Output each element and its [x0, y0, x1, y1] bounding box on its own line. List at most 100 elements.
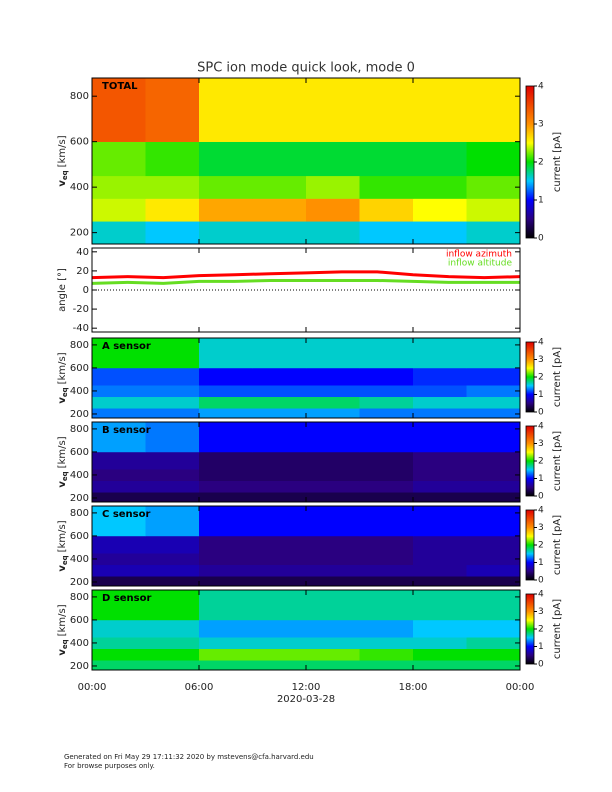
colorbar-tick-label: 3 — [538, 523, 544, 533]
heatmap-cell — [252, 367, 307, 386]
heatmap-cell — [199, 637, 253, 650]
panel-frame — [91, 77, 521, 245]
y-axis-label: veq [km/s] — [57, 352, 69, 403]
heatmap-cell — [306, 78, 360, 142]
panel-label: TOTAL — [102, 81, 138, 92]
colorbar-tick-label: 0 — [538, 576, 544, 586]
heatmap-cell — [199, 590, 253, 621]
heatmap-cell — [413, 637, 467, 650]
heatmap-cell — [199, 422, 253, 453]
heatmap-cell — [306, 564, 360, 577]
x-tick-label: 18:00 — [399, 682, 428, 693]
heatmap-cell — [92, 480, 146, 493]
heatmap-cell — [252, 422, 307, 453]
heatmap-cell — [252, 553, 307, 566]
panel-label: A sensor — [102, 341, 151, 352]
heatmap-cell — [145, 619, 200, 638]
footer-line: Generated on Fri May 29 17:11:32 2020 by… — [64, 753, 314, 761]
heatmap-cell — [92, 564, 146, 577]
heatmap-cell — [306, 408, 360, 419]
heatmap-cell — [199, 480, 253, 493]
heatmap-cell — [359, 564, 414, 577]
heatmap-cell — [466, 480, 521, 493]
colorbar-tick-label: 1 — [538, 642, 544, 652]
colorbar-tick-label: 1 — [538, 474, 544, 484]
x-tick-label: 00:00 — [506, 682, 535, 693]
heatmap-cell — [145, 338, 200, 369]
heatmap-cell — [466, 535, 521, 554]
heatmap-cell — [92, 408, 146, 419]
heatmap-cell — [145, 78, 200, 142]
colorbar-tick-label: 2 — [538, 457, 544, 467]
heatmap-cell — [466, 590, 521, 621]
y-tick-label: 40 — [76, 247, 89, 258]
x-tick-label: 12:00 — [292, 682, 321, 693]
y-tick-label: 600 — [70, 363, 89, 374]
heatmap-cell — [252, 637, 307, 650]
heatmap-cell — [92, 469, 146, 482]
heatmap-cell — [306, 619, 360, 638]
x-axis-label: 2020-03-28 — [277, 694, 335, 705]
colorbar-tick-label: 3 — [538, 607, 544, 617]
heatmap-cell — [359, 141, 414, 177]
heatmap-cell — [413, 619, 467, 638]
heatmap-cell — [466, 385, 521, 398]
heatmap-cell — [145, 469, 200, 482]
y-tick-label: 200 — [70, 228, 89, 239]
heatmap-cell — [413, 451, 467, 470]
colorbar-tick-label: 3 — [538, 439, 544, 449]
colorbar-label: current [pA] — [552, 599, 563, 659]
heatmap-cell — [359, 506, 414, 537]
heatmap-cell — [466, 648, 521, 661]
heatmap-cell — [199, 576, 253, 587]
heatmap-cell — [252, 576, 307, 587]
colorbar-tick-label: 2 — [538, 625, 544, 635]
colorbar-tick-label: 4 — [538, 82, 544, 92]
y-tick-label: 0 — [83, 285, 89, 296]
heatmap-cell — [252, 469, 307, 482]
heatmap-cell — [306, 590, 360, 621]
heatmap-cell — [199, 660, 253, 671]
heatmap-cell — [92, 648, 146, 661]
heatmap-cell — [199, 396, 253, 409]
heatmap-cell — [92, 619, 146, 638]
heatmap-cell — [466, 492, 521, 503]
y-tick-label: 400 — [70, 470, 89, 481]
colorbar-tick-label: 0 — [538, 660, 544, 670]
heatmap-cell — [413, 175, 467, 199]
colorbar-tick-label: 1 — [538, 390, 544, 400]
y-tick-label: 600 — [70, 447, 89, 458]
heatmap-cell — [92, 338, 146, 369]
heatmap-cell — [92, 367, 146, 386]
y-tick-label: 400 — [70, 638, 89, 649]
colorbar — [525, 85, 535, 239]
heatmap-cell — [145, 660, 200, 671]
y-tick-label: 400 — [70, 386, 89, 397]
heatmap-cell — [413, 408, 467, 419]
colorbar-tick-label: 1 — [538, 558, 544, 568]
heatmap-cell — [359, 175, 414, 199]
heatmap-cell — [199, 469, 253, 482]
y-axis-label-symbol: v — [57, 481, 68, 488]
colorbar-tick-label: 4 — [538, 590, 544, 600]
heatmap-cell — [199, 564, 253, 577]
heatmap-cell — [145, 535, 200, 554]
y-axis-label-subscript: eq — [61, 639, 69, 649]
heatmap-cell — [413, 221, 467, 245]
heatmap-cell — [252, 506, 307, 537]
y-tick-label: 200 — [70, 577, 89, 588]
heatmap-cell — [359, 221, 414, 245]
legend-entry: inflow altitude — [448, 259, 513, 269]
heatmap-cell — [145, 141, 200, 177]
heatmap-cell — [145, 576, 200, 587]
heatmap-cell — [466, 198, 521, 222]
page-title: SPC ion mode quick look, mode 0 — [197, 61, 415, 76]
heatmap-cell — [145, 221, 200, 245]
heatmap-cell — [466, 141, 521, 177]
heatmap-cell — [252, 221, 307, 245]
colorbar-tick-label: 3 — [538, 355, 544, 365]
heatmap-cell — [92, 198, 146, 222]
y-axis-label: angle [°] — [57, 268, 68, 312]
heatmap-cell — [359, 576, 414, 587]
colorbar-tick-label: 0 — [538, 408, 544, 418]
